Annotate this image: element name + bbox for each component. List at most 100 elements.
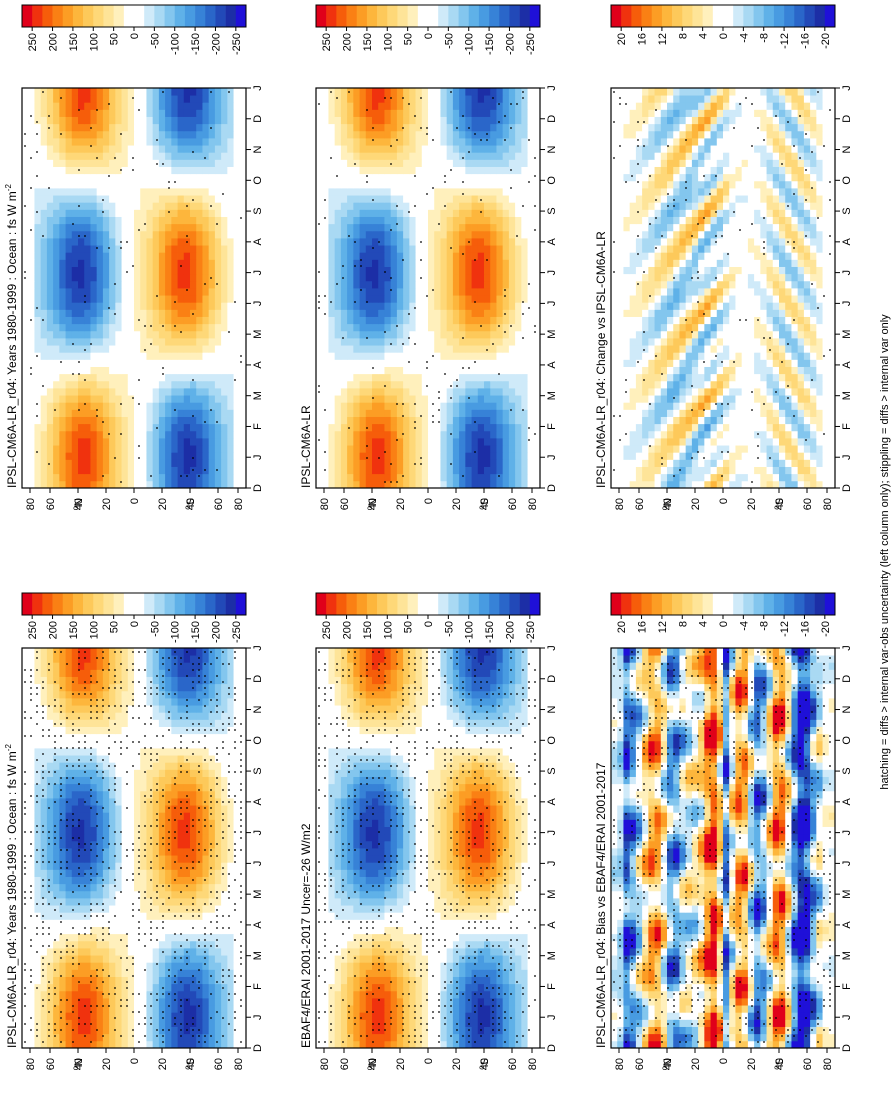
heatmap-cell: [65, 423, 73, 432]
heatmap-cell: [121, 166, 129, 175]
heatmap-cell: [71, 848, 79, 856]
heatmap-cell: [34, 1019, 42, 1027]
heatmap-cell: [28, 366, 35, 375]
heatmap-cell: [127, 123, 135, 132]
heatmap-cell: [121, 669, 129, 677]
heatmap-cell: [121, 912, 129, 920]
heatmap-cell: [109, 180, 116, 189]
heatmap-cell: [40, 662, 48, 670]
stipple-dot: [24, 711, 26, 713]
heatmap-cell: [140, 402, 147, 410]
heatmap-cell: [190, 783, 197, 792]
heatmap-cell: [221, 273, 228, 282]
heatmap-cell: [96, 416, 104, 425]
heatmap-cell: [171, 216, 178, 225]
heatmap-cell: [158, 933, 166, 942]
heatmap-cell: [221, 245, 228, 253]
heatmap-cell: [134, 983, 141, 992]
heatmap-cell: [84, 969, 91, 977]
heatmap-cell: [115, 969, 122, 977]
heatmap-cell: [202, 166, 210, 175]
heatmap-cell: [208, 948, 216, 956]
heatmap-cell: [90, 430, 98, 439]
heatmap-cell: [233, 173, 241, 182]
heatmap-cell: [140, 195, 147, 203]
heatmap-cell: [165, 252, 172, 260]
heatmap-cell: [196, 819, 203, 827]
heatmap-cell: [22, 648, 29, 656]
heatmap-cell: [121, 1026, 129, 1035]
heatmap-cell: [90, 395, 98, 403]
heatmap-cell: [40, 648, 48, 656]
stipple-dot: [30, 675, 32, 677]
heatmap-cell: [239, 976, 247, 985]
heatmap-cell: [90, 812, 98, 820]
heatmap-cell: [96, 145, 104, 153]
heatmap-cell: [190, 445, 197, 453]
heatmap-cell: [140, 330, 147, 339]
heatmap-cell: [65, 812, 73, 820]
heatmap-cell: [146, 152, 154, 160]
heatmap-cell: [227, 1040, 234, 1049]
heatmap-cell: [96, 790, 104, 799]
heatmap-cell: [134, 719, 141, 727]
heatmap-cell: [96, 395, 104, 403]
heatmap-cell: [208, 926, 216, 935]
stipple-dot: [138, 921, 140, 923]
y-tick-label: 20: [101, 1058, 113, 1070]
heatmap-cell: [152, 976, 160, 985]
heatmap-cell: [165, 748, 172, 756]
heatmap-cell: [146, 683, 154, 692]
heatmap-cell: [233, 345, 241, 353]
heatmap-cell: [34, 323, 42, 332]
heatmap-cell: [202, 898, 210, 906]
stipple-dot: [162, 1035, 164, 1037]
stipple-dot: [132, 1011, 134, 1013]
stipple-dot: [240, 825, 242, 827]
heatmap-cell: [196, 266, 203, 275]
heatmap-cell: [227, 359, 234, 367]
heatmap-cell: [102, 230, 110, 239]
heatmap-cell: [121, 740, 129, 749]
heatmap-cell: [208, 890, 216, 899]
stipple-dot: [90, 933, 92, 935]
heatmap-cell: [183, 145, 191, 153]
stipple-dot: [72, 1041, 74, 1043]
heatmap-cell: [152, 998, 160, 1006]
heatmap-cell: [127, 223, 135, 232]
heatmap-cell: [152, 145, 160, 153]
stipple-dot: [228, 753, 230, 755]
heatmap-cell: [71, 159, 79, 167]
heatmap-cell: [127, 826, 135, 835]
heatmap-cell: [121, 955, 129, 963]
heatmap-cell: [109, 309, 116, 317]
heatmap-cell: [140, 423, 147, 432]
heatmap-cell: [158, 676, 166, 685]
heatmap-cell: [171, 969, 178, 977]
heatmap-cell: [90, 833, 98, 842]
heatmap-cell: [22, 762, 29, 770]
heatmap-cell: [158, 402, 166, 410]
heatmap-cell: [208, 266, 216, 275]
heatmap-cell: [71, 416, 79, 425]
heatmap-cell: [78, 116, 85, 125]
colorbar-swatch: [215, 593, 226, 615]
heatmap-cell: [190, 402, 197, 410]
heatmap-cell: [84, 316, 91, 325]
heatmap-cell: [34, 359, 42, 367]
heatmap-cell: [28, 409, 35, 417]
heatmap-cell: [34, 762, 42, 770]
heatmap-cell: [102, 416, 110, 425]
heatmap-cell: [96, 159, 104, 167]
stipple-dot: [48, 705, 50, 707]
heatmap-cell: [109, 698, 116, 706]
heatmap-cell: [28, 166, 35, 175]
stipple-dot: [60, 783, 62, 785]
heatmap-cell: [127, 790, 135, 799]
heatmap-cell: [53, 102, 60, 110]
heatmap-cell: [140, 173, 147, 182]
heatmap-cell: [46, 1005, 54, 1013]
heatmap-cell: [214, 473, 222, 482]
heatmap-cell: [221, 762, 228, 770]
stipple-dot: [234, 651, 236, 653]
